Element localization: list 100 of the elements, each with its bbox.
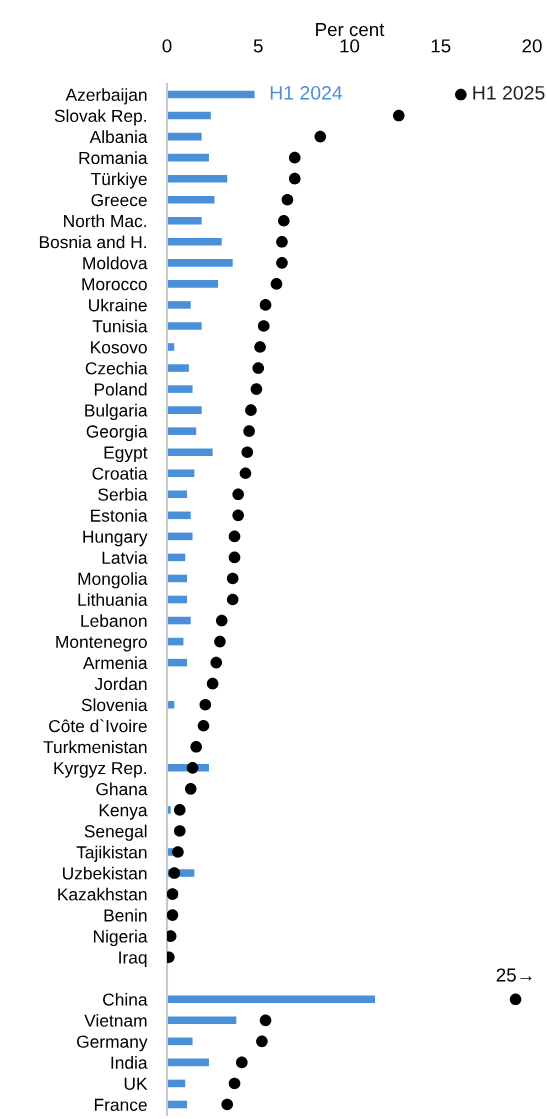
- y-tick-label: Moldova: [83, 256, 148, 270]
- bar: [167, 427, 197, 435]
- point: [226, 593, 239, 606]
- y-tick-label: Türkiye: [91, 172, 147, 189]
- bar: [167, 90, 255, 99]
- bar: [167, 259, 233, 267]
- y-tick-label: Latvia: [102, 551, 148, 564]
- point: [239, 467, 252, 480]
- y-tick-label: Armenia: [82, 656, 148, 670]
- point: [250, 383, 263, 395]
- bar: [167, 532, 193, 541]
- point: [277, 214, 290, 227]
- point: [232, 488, 244, 501]
- y-tick-label: Greece: [91, 193, 147, 207]
- bar: [167, 111, 211, 120]
- y-tick-label: Lithuania: [78, 593, 148, 606]
- y-tick-label: Benin: [104, 908, 147, 922]
- y-tick-label: Ukraine: [89, 298, 147, 312]
- series-label: H1 2024: [270, 85, 343, 100]
- point: [186, 762, 199, 774]
- y-tick-label: Hungary: [83, 530, 148, 547]
- point: [236, 1056, 248, 1069]
- y-tick-label: Iraq: [119, 951, 147, 968]
- y-tick-label: Côte d`Ivoire: [49, 719, 147, 733]
- x-tick-label: 15: [431, 39, 451, 53]
- point: [172, 846, 184, 858]
- y-tick-label: Lebanon: [81, 614, 147, 627]
- y-tick-label: India: [111, 1056, 148, 1069]
- bar: [167, 406, 202, 414]
- bar: [167, 153, 209, 162]
- y-tick-label: Bosnia and H.: [39, 235, 146, 249]
- point: [190, 740, 203, 753]
- point: [455, 88, 467, 101]
- y-tick-label: Bulgaria: [85, 403, 148, 421]
- bar: [167, 238, 222, 246]
- bar: [167, 385, 193, 393]
- point: [167, 930, 177, 942]
- bar: [167, 280, 219, 288]
- point: [276, 236, 288, 248]
- y-tick-label: Estonia: [91, 509, 148, 522]
- y-tick-label: Turkmenistan: [43, 740, 147, 754]
- x-tick-label: 5: [253, 39, 263, 53]
- y-tick-label: Nigeria: [93, 929, 148, 947]
- y-tick-label: Romania: [79, 151, 148, 165]
- bar: [167, 174, 228, 183]
- y-tick-label: Serbia: [98, 488, 148, 501]
- y-tick-label: Senegal: [84, 824, 147, 841]
- point: [288, 172, 301, 185]
- point: [281, 193, 294, 206]
- bar: [167, 469, 195, 478]
- bar: [167, 995, 376, 1004]
- y-tick-label: Vietnam: [84, 1014, 147, 1027]
- y-tick-label: Morocco: [82, 278, 147, 291]
- point: [276, 257, 288, 269]
- bar: [167, 195, 215, 204]
- point: [221, 1098, 234, 1111]
- bar: [167, 322, 202, 330]
- y-tick-label: Georgia: [86, 424, 148, 442]
- point: [259, 1014, 272, 1027]
- point: [270, 278, 283, 290]
- point: [243, 425, 255, 437]
- point: [254, 341, 266, 353]
- bar: [167, 1016, 237, 1025]
- x-tick-label: 0: [162, 39, 172, 53]
- point: [228, 1077, 241, 1090]
- y-tick-label: Croatia: [92, 466, 148, 480]
- point: [199, 698, 212, 711]
- y-tick-label: China: [103, 992, 148, 1006]
- point: [215, 614, 228, 627]
- y-tick-label: France: [94, 1098, 147, 1111]
- y-tick-label: Slovenia: [81, 698, 148, 712]
- y-tick-label: Kosovo: [91, 341, 147, 354]
- point: [257, 320, 270, 332]
- point: [228, 530, 241, 543]
- y-tick-label: Kenya: [99, 804, 148, 820]
- y-tick-label: Poland: [94, 382, 147, 396]
- bar: [167, 364, 189, 372]
- y-tick-label: Czechia: [85, 361, 148, 375]
- x-tick-label: 10: [340, 39, 360, 53]
- y-tick-label: Ghana: [96, 782, 148, 796]
- point: [168, 867, 181, 879]
- point: [232, 509, 244, 522]
- bar: [167, 1037, 193, 1046]
- point: [206, 677, 219, 690]
- point: [173, 825, 186, 837]
- y-tick-label: UK: [124, 1077, 148, 1090]
- point: [173, 804, 186, 816]
- annotation: 25→: [496, 968, 532, 982]
- y-tick-label: Germany: [77, 1035, 148, 1052]
- y-tick-label: Kyrgyz Rep.: [54, 762, 146, 778]
- point: [184, 783, 197, 795]
- bar: [167, 1058, 209, 1067]
- bar: [167, 301, 191, 309]
- point: [259, 299, 272, 311]
- y-tick-label: Albania: [89, 130, 148, 144]
- y-tick-label: Tunisia: [92, 319, 148, 333]
- point: [241, 446, 254, 459]
- y-tick-label: Kazakhstan: [58, 887, 147, 901]
- y-tick-label: Montenegro: [56, 635, 147, 652]
- point: [210, 656, 223, 669]
